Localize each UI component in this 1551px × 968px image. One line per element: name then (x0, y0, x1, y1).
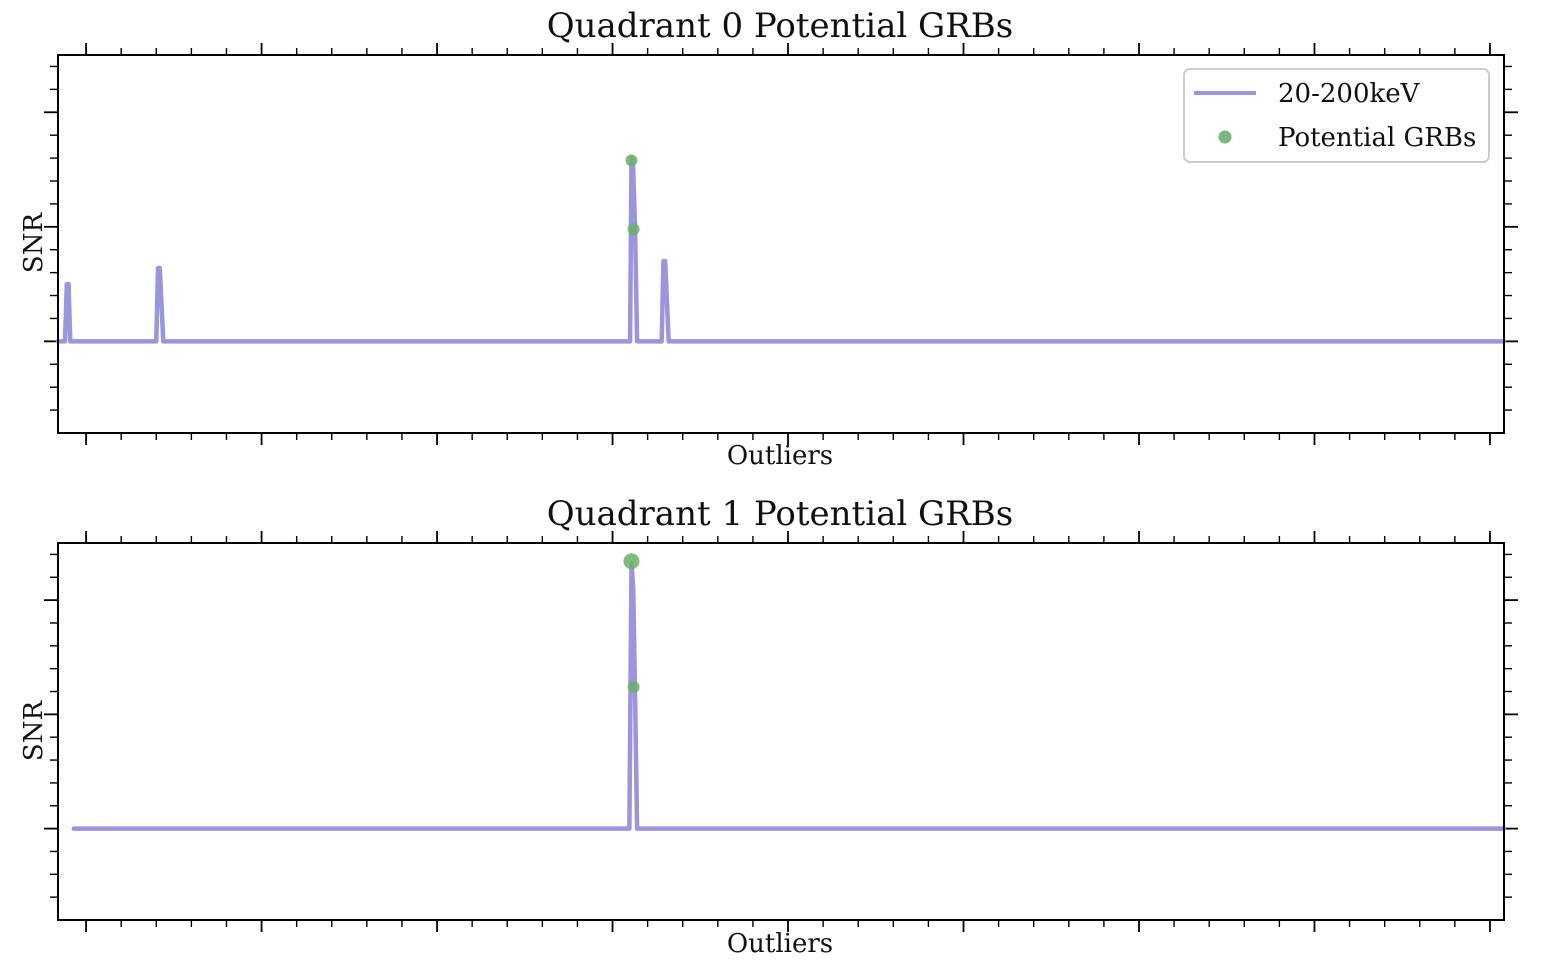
panel-quadrant-1: Quadrant 1 Potential GRBs Outliers SNR (19, 494, 1518, 959)
y-axis-label: SNR (19, 700, 49, 762)
legend-box (1183, 68, 1490, 163)
series-line-20-200kev (71, 561, 1507, 831)
grb-point (623, 553, 640, 570)
grb-point (625, 154, 638, 167)
plot-area (55, 154, 1507, 344)
axis-ticks (44, 531, 1518, 932)
axes-frame (57, 54, 1505, 434)
grb-point (627, 223, 640, 236)
chart-title: Quadrant 1 Potential GRBs (547, 494, 1013, 534)
grb-point (627, 680, 640, 693)
legend-entry-line: 20-200keV (1278, 79, 1421, 109)
axis-ticks (44, 43, 1518, 445)
legend: 20-200keV Potential GRBs (1183, 68, 1490, 163)
y-axis-label: SNR (19, 212, 49, 274)
legend-marker-swatch (1218, 130, 1232, 144)
panel-quadrant-0: Quadrant 0 Potential GRBs Outliers SNR 2… (19, 6, 1518, 471)
x-axis-label: Outliers (727, 929, 833, 959)
x-axis-label: Outliers (727, 441, 833, 471)
series-line-20-200kev (55, 155, 1507, 344)
axes-frame (57, 542, 1505, 921)
legend-entry-marker: Potential GRBs (1278, 123, 1476, 153)
chart-title: Quadrant 0 Potential GRBs (547, 6, 1013, 46)
plot-area (71, 553, 1507, 831)
